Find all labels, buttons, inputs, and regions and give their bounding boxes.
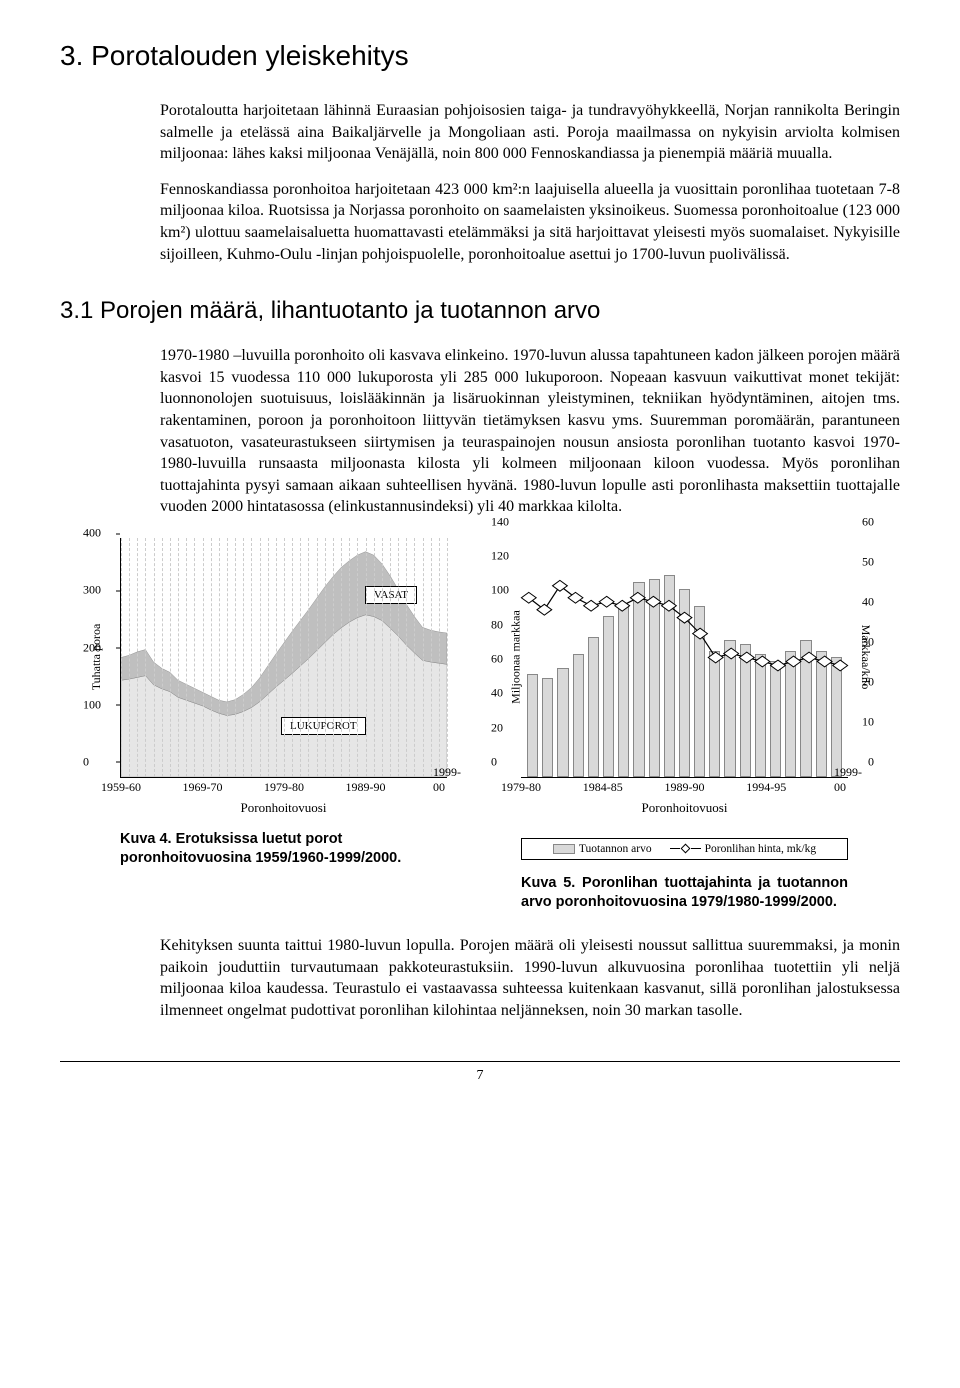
ytick: 0 (83, 754, 89, 769)
legend-bar-item: Tuotannon arvo (553, 843, 652, 855)
legend-line-item: Poronlihan hinta, mk/kg (670, 843, 816, 855)
chart-left-frame: Tuhatta poroa VASAT LUKUPOROT 0100200300… (120, 538, 447, 778)
chart-right-frame: Miljoonaa markkaa Markkaa/kilo 020406080… (521, 538, 848, 778)
chart-right-legend: Tuotannon arvo Poronlihan hinta, mk/kg (521, 838, 848, 860)
line-overlay (521, 538, 848, 777)
figure-5-caption: Kuva 5. Poronlihan tuottajahinta ja tuot… (521, 874, 848, 913)
legend-lukuporot: LUKUPOROT (281, 717, 366, 735)
chart-left-xlabel: Poronhoitovuosi (120, 800, 447, 816)
xtick: 1989-90 (346, 780, 386, 795)
page-footer: 7 (60, 1061, 900, 1084)
page-number: 7 (477, 1068, 484, 1083)
chart-right-xlabel: Poronhoitovuosi (521, 800, 848, 816)
figure-5: Miljoonaa markkaa Markkaa/kilo 020406080… (467, 538, 900, 913)
xtick: 1999-00 (433, 765, 461, 795)
ytick: 300 (83, 583, 101, 598)
figures-row: Tuhatta poroa VASAT LUKUPOROT 0100200300… (60, 538, 900, 913)
ytick: 100 (83, 697, 101, 712)
xtick: 1959-60 (101, 780, 141, 795)
ytick: 400 (83, 526, 101, 541)
closing-paragraph: Kehityksen suunta taittui 1980-luvun lop… (160, 935, 900, 1021)
xtick: 1969-70 (183, 780, 223, 795)
ytick: 200 (83, 640, 101, 655)
paragraph-2: Fennoskandiassa poronhoitoa harjoitetaan… (160, 179, 900, 265)
chart-left-ylabel: Tuhatta poroa (89, 624, 104, 691)
figure-4-caption: Kuva 4. Erotuksissa luetut porot poronho… (120, 830, 447, 869)
paragraph-1: Porotaloutta harjoitetaan lähinnä Euraas… (160, 100, 900, 165)
figure-4: Tuhatta poroa VASAT LUKUPOROT 0100200300… (60, 538, 447, 869)
paragraph-3: 1970-1980 –luvuilla poronhoito oli kasva… (160, 345, 900, 518)
xtick: 1979-80 (264, 780, 304, 795)
subsection-title: 3.1 Porojen määrä, lihantuotanto ja tuot… (60, 297, 900, 325)
section-title: 3. Porotalouden yleiskehitys (60, 40, 900, 72)
